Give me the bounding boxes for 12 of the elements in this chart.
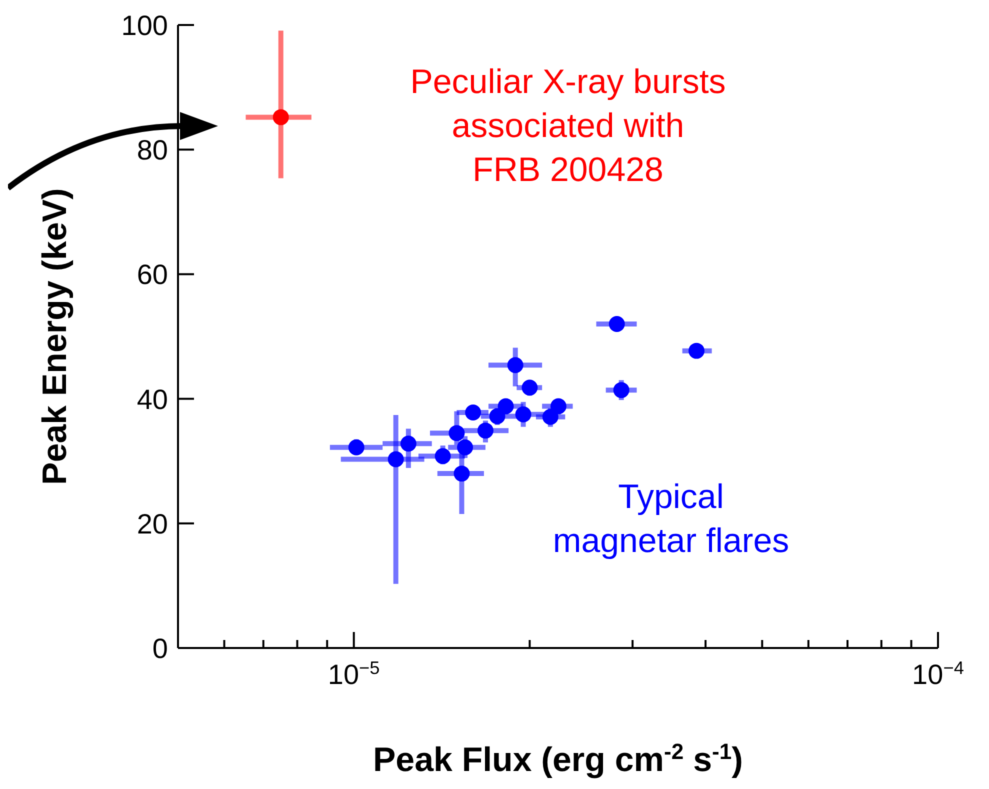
y-tick-label: 60 bbox=[136, 259, 168, 290]
y-tick-label: 40 bbox=[136, 384, 168, 415]
text: Peculiar X-ray bursts associated with FRB 200428 bbox=[410, 63, 726, 189]
y-tick-label: 20 bbox=[136, 508, 168, 540]
x-axis-title: Peak Flux (erg cm$^{-2}$ s$^{-1}$) bbox=[372, 738, 744, 779]
x-tick-label: 10$^{−4}$ bbox=[912, 658, 964, 690]
y-tick-label: 100 bbox=[121, 10, 168, 41]
series-label: Typical magnetar flares bbox=[552, 478, 790, 560]
x-tick-label: 10$^{−5}$ bbox=[328, 658, 380, 690]
y-axis-title: Peak Energy (keV) bbox=[36, 188, 74, 485]
y-tick-label: 80 bbox=[136, 134, 168, 166]
y-tick-label: 0 bbox=[152, 633, 168, 664]
